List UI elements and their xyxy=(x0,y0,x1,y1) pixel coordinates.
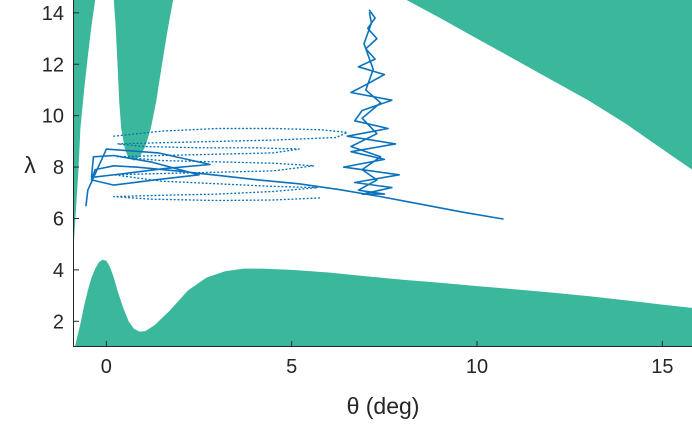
y-tick-label: 10 xyxy=(42,106,64,128)
series-1-solid xyxy=(342,9,400,195)
region-2 xyxy=(113,0,174,161)
series-0-solid xyxy=(85,148,504,220)
series-2-dotted xyxy=(113,127,348,202)
x-tick-label: 10 xyxy=(466,356,488,378)
y-tick-label: 14 xyxy=(42,3,64,25)
y-tick-label: 6 xyxy=(53,208,64,230)
x-axis-label: θ (deg) xyxy=(347,393,420,419)
y-ticks: 2 4 6 8 10 12 14 xyxy=(42,3,79,333)
x-tick-label: 5 xyxy=(286,356,297,378)
stability-regions xyxy=(73,0,692,347)
region-3 xyxy=(406,0,692,170)
y-axis-label: λ xyxy=(24,152,36,178)
y-tick-label: 12 xyxy=(42,54,64,76)
y-tick-label: 8 xyxy=(53,157,64,179)
x-tick-label: 15 xyxy=(651,356,673,378)
y-tick-label: 2 xyxy=(53,311,64,333)
trajectory-series xyxy=(85,9,504,220)
x-ticks: 0 5 10 15 xyxy=(101,341,673,378)
y-tick-label: 4 xyxy=(53,260,64,282)
region-0 xyxy=(73,259,692,347)
x-tick-label: 0 xyxy=(101,356,112,378)
